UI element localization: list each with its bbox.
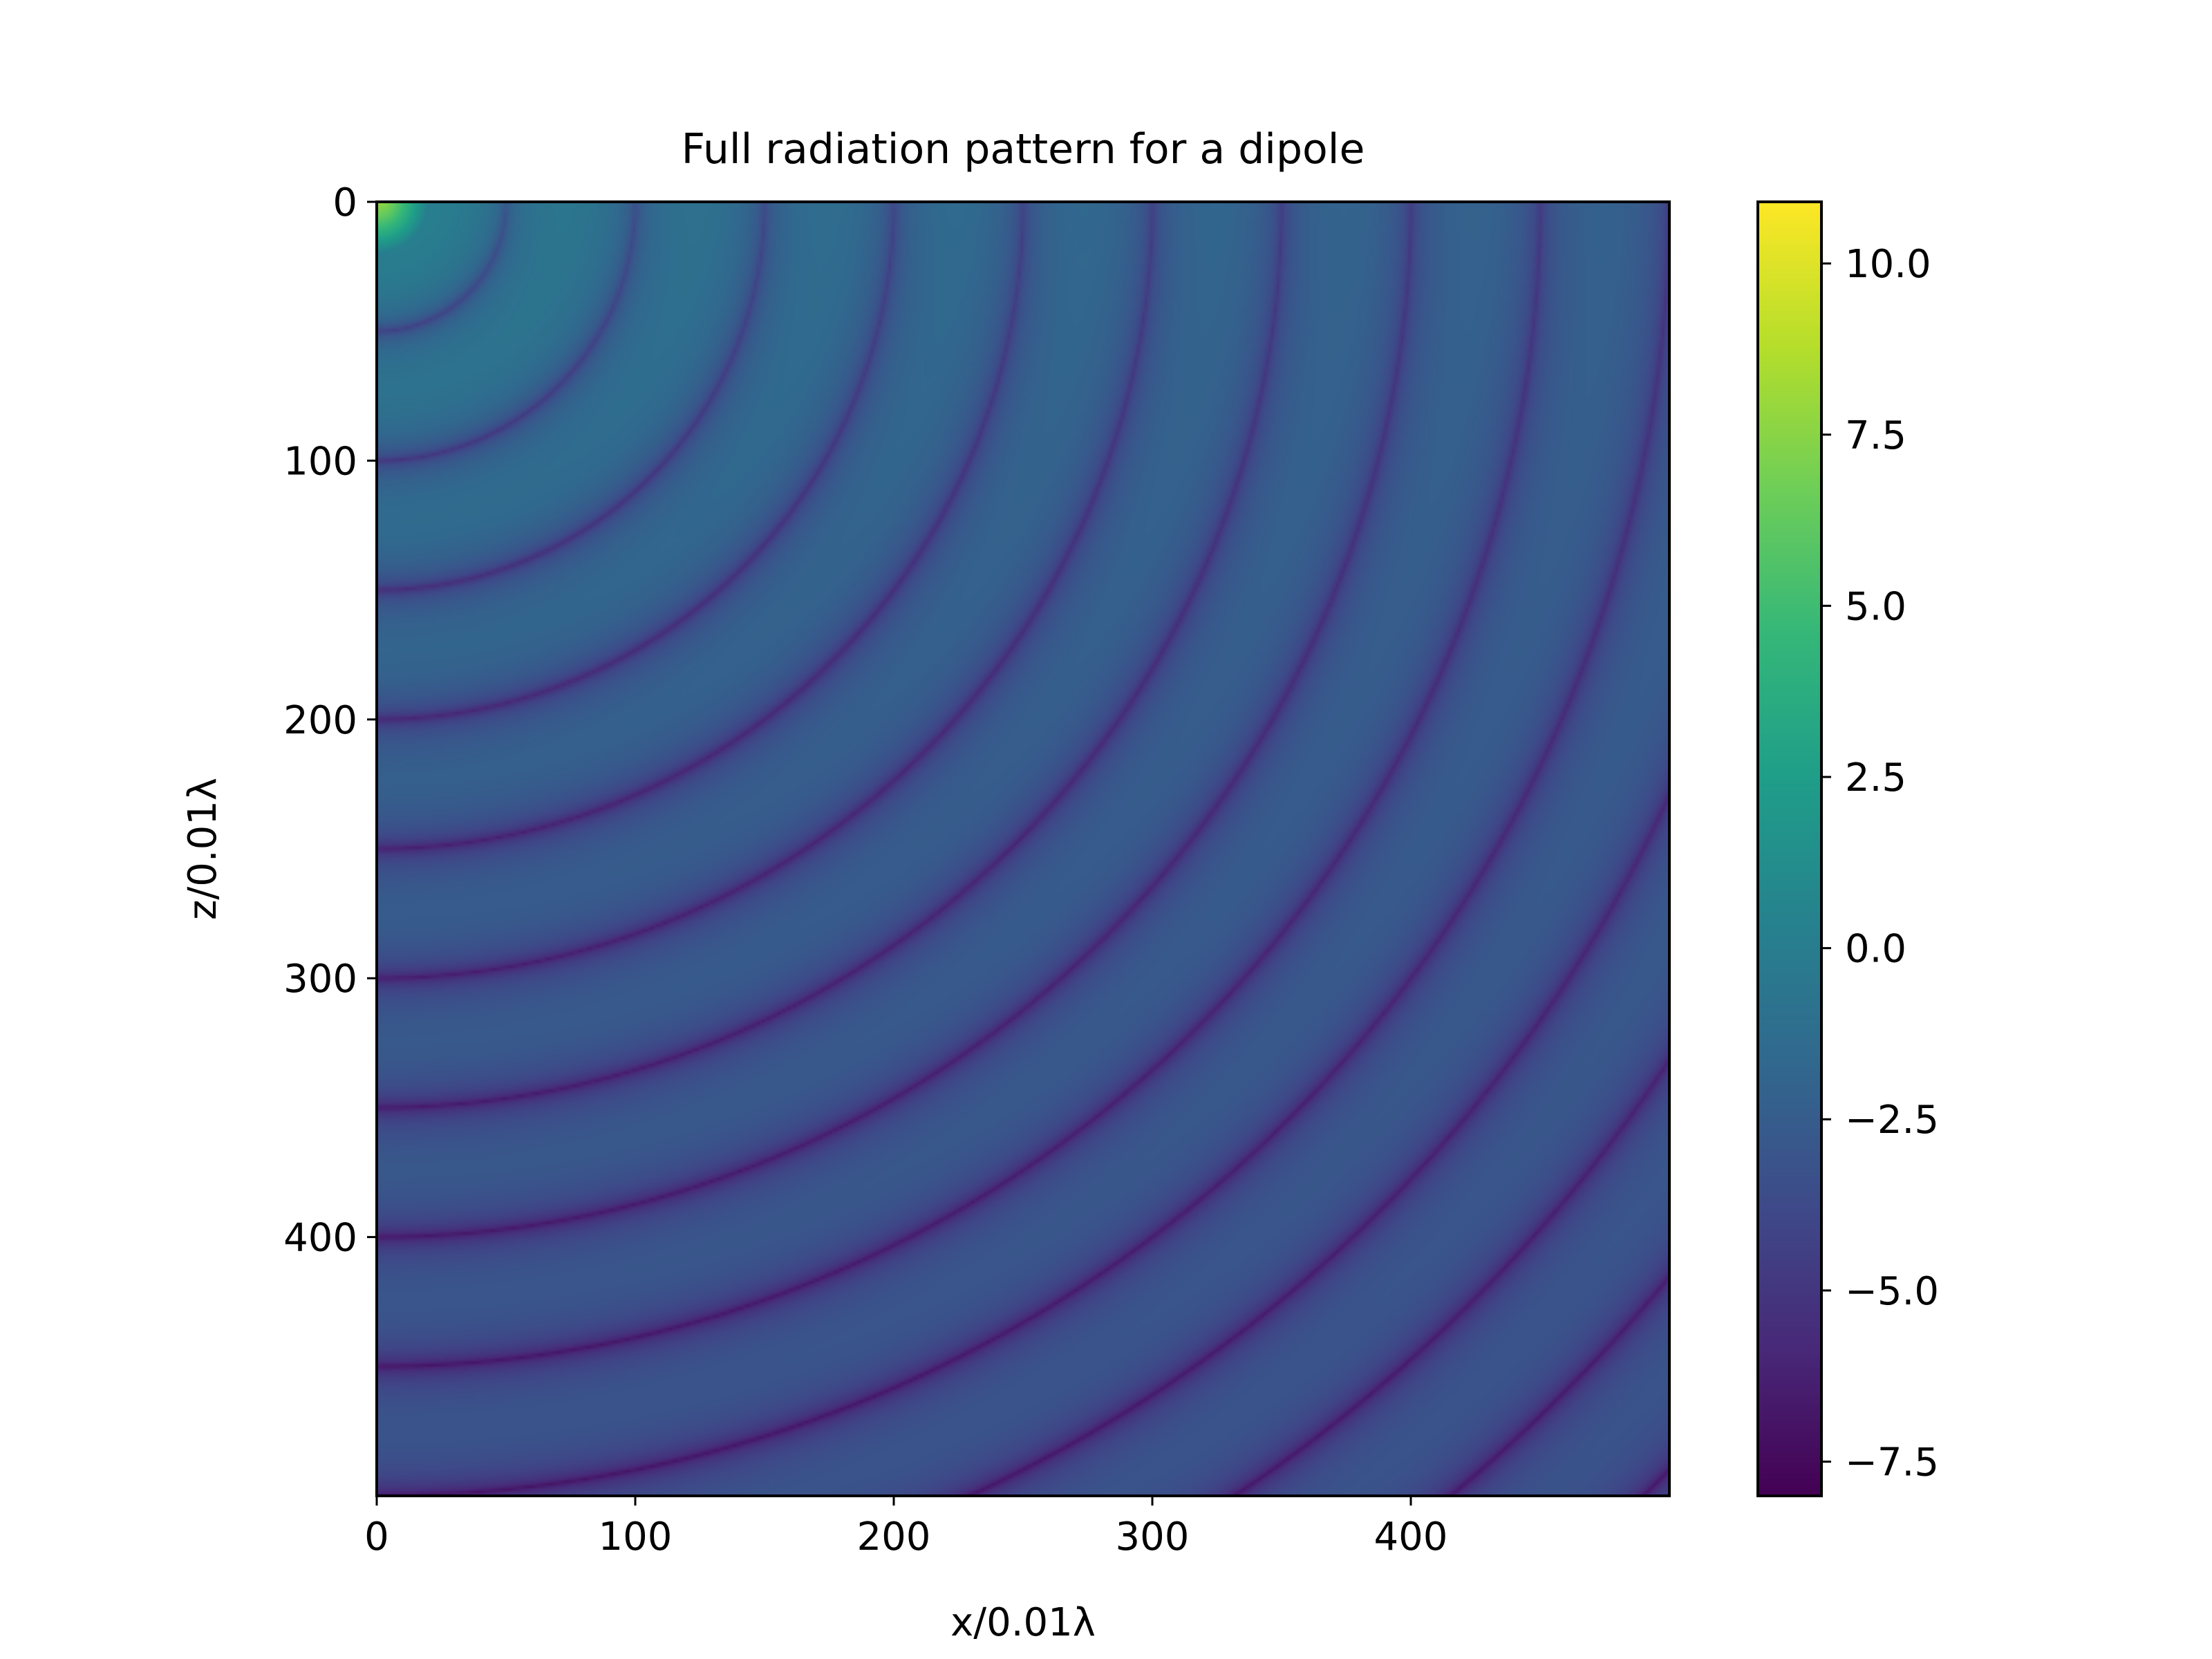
heatmap-image <box>377 202 1669 1496</box>
colorbar-tick-label: −2.5 <box>1845 1098 1939 1143</box>
x-tick-label: 100 <box>599 1515 673 1559</box>
colorbar-axis: −7.5 −5.0 −2.5 0.0 2.5 5.0 7.5 10.0 <box>1821 242 1939 1485</box>
y-axis: 0 100 200 300 400 <box>283 180 377 1261</box>
colorbar-tick-label: 7.5 <box>1845 413 1906 458</box>
plot-frame <box>375 200 1671 1497</box>
y-tick-label: 0 <box>332 180 357 225</box>
y-tick-label: 100 <box>283 439 357 484</box>
x-axis-label: x/0.01λ <box>950 1600 1096 1645</box>
colorbar-tick-label: 0.0 <box>1845 927 1906 972</box>
x-tick-label: 200 <box>857 1515 931 1559</box>
colorbar-tick-label: −5.0 <box>1845 1269 1939 1314</box>
colorbar-tick-label: 5.0 <box>1845 584 1906 629</box>
colorbar-frame <box>1756 200 1823 1497</box>
chart-title: Full radiation pattern for a dipole <box>682 125 1365 174</box>
colorbar-tick-label: −7.5 <box>1845 1440 1939 1485</box>
y-tick-label: 300 <box>283 957 357 1002</box>
colorbar-tick-label: 10.0 <box>1845 242 1931 287</box>
x-tick-label: 0 <box>364 1515 389 1559</box>
colorbar-tick-label: 2.5 <box>1845 756 1906 800</box>
y-tick-label: 200 <box>283 698 357 743</box>
y-axis-label: z/0.01λ <box>180 778 225 920</box>
x-axis: 0 100 200 300 400 <box>364 1496 1447 1559</box>
colorbar-gradient <box>1758 202 1821 1496</box>
x-tick-label: 300 <box>1116 1515 1190 1559</box>
x-tick-label: 400 <box>1374 1515 1448 1559</box>
y-tick-label: 400 <box>283 1216 357 1261</box>
